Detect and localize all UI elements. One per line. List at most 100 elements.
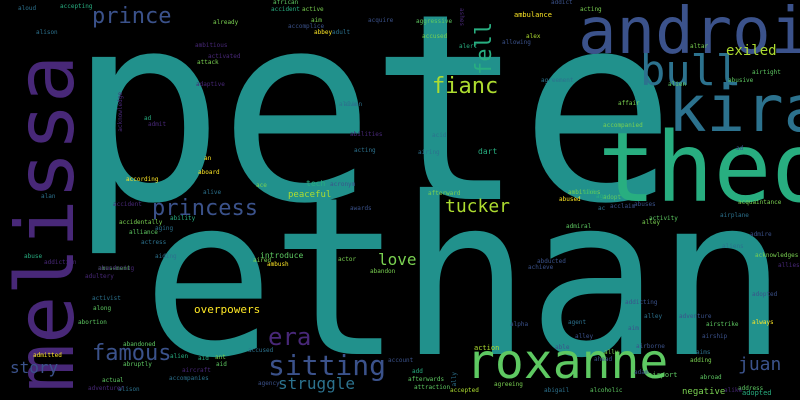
word-allies: allies — [778, 262, 800, 269]
word-alison: alison — [118, 386, 140, 393]
word-amusement: amusement — [98, 265, 131, 272]
word-adaptive: adaptive — [196, 81, 225, 88]
word-achieve: achieve — [528, 264, 554, 271]
word-ad: ad — [144, 115, 152, 122]
word-juan: juan — [738, 354, 782, 375]
word-aid-2: aid — [216, 361, 227, 368]
word-accidentally: accidentally — [119, 219, 163, 226]
word-already: already — [213, 19, 239, 26]
word-airtight: airtight — [752, 69, 781, 76]
word-an: an — [204, 155, 212, 162]
word-ace: ace — [256, 182, 267, 189]
word-addicting: addicting — [625, 299, 658, 306]
word-ashes: ashes — [458, 8, 465, 27]
word-acting: acting — [580, 6, 602, 13]
word-adopted-2: adopted — [752, 291, 778, 298]
word-ahead: ahead — [594, 356, 613, 363]
word-abandon: abandon — [370, 268, 396, 275]
word-agent: agent — [568, 319, 587, 326]
word-address: address — [738, 385, 764, 392]
word-adventurer: adventurer — [88, 385, 125, 392]
word-activity: activity — [649, 215, 678, 222]
word-aid: aid — [198, 355, 209, 362]
word-fell: fell — [472, 22, 497, 75]
word-acknowledge: acknowledge — [117, 92, 124, 132]
word-fianc: fianc — [432, 74, 499, 99]
word-abilities: abilities — [350, 131, 383, 138]
word-agency: agency — [258, 380, 280, 387]
word-alien-3: alien — [344, 101, 363, 108]
word-agreement: agreement — [541, 77, 574, 84]
word-story: story — [10, 358, 59, 377]
word-aboard: aboard — [198, 169, 220, 176]
word-accepting: accepting — [60, 3, 93, 10]
word-abandoned: abandoned — [123, 341, 156, 348]
word-able: able — [555, 344, 570, 351]
word-aggressive: aggressive — [416, 18, 453, 25]
word-abducted: abducted — [537, 258, 566, 265]
word-account: account — [388, 357, 414, 364]
word-airstrike: airstrike — [706, 321, 739, 328]
word-alley-3: alley — [644, 313, 663, 320]
word-aims: aims — [696, 349, 711, 356]
word-acquaintance: acquaintance — [738, 199, 782, 206]
word-princess: princess — [152, 196, 258, 221]
word-ability: ability — [170, 215, 196, 222]
word-attraction: attraction — [414, 384, 451, 391]
word-accomplice: accomplice — [288, 23, 325, 30]
word-aloud: aloud — [18, 5, 37, 12]
word-alpha: alpha — [510, 321, 529, 328]
word-ally-2: ally — [451, 372, 458, 387]
word-aiding: aiding — [155, 253, 177, 260]
word-ambulance: ambulance — [514, 11, 552, 19]
word-alex: alex — [526, 33, 541, 40]
word-addict: addict — [551, 0, 573, 6]
word-accepted: accepted — [450, 387, 479, 394]
word-altar: altar — [690, 43, 709, 50]
word-airship: airship — [702, 333, 728, 340]
word-addiction: addiction — [44, 259, 77, 266]
word-agreeing: agreeing — [494, 381, 523, 388]
word-abandoning: abandoning — [98, 265, 135, 272]
word-aging: aging — [155, 225, 174, 232]
word-aliens: aliens — [722, 243, 744, 250]
word-action: action — [474, 344, 500, 352]
word-bull: bull — [640, 46, 742, 95]
word-kira: kira — [668, 73, 800, 147]
word-alien: alien — [170, 353, 189, 360]
word-accident-2: accident — [113, 201, 142, 208]
word-adopt: adopt — [603, 194, 622, 201]
word-roxanne: roxanne — [466, 334, 669, 390]
word-accused-2: accused — [248, 347, 274, 354]
word-abusive: abusive — [728, 77, 754, 84]
word-airport: airport — [648, 371, 678, 379]
word-acid: acid — [432, 132, 447, 139]
word-peaceful: peaceful — [288, 190, 332, 200]
word-adds: adds — [583, 189, 598, 196]
word-alive: alive — [203, 189, 222, 196]
word-attack: attack — [197, 59, 219, 66]
word-famous: famous — [92, 341, 172, 366]
word-airplane: airplane — [720, 212, 749, 219]
word-african: african — [273, 0, 299, 6]
word-abortion: abortion — [78, 319, 107, 326]
word-accused: accused — [422, 33, 448, 40]
word-abuse: abuse — [24, 253, 43, 260]
word-accompanied: accompanied — [603, 122, 643, 129]
word-according: according — [126, 176, 159, 183]
word-actress: actress — [141, 239, 167, 246]
word-ago: ago — [596, 193, 607, 200]
word-alliance: alliance — [129, 229, 158, 236]
word-struggle: struggle — [278, 374, 356, 393]
word-acting-2: acting — [354, 147, 376, 154]
word-awards: awards — [350, 205, 372, 212]
word-alive-2: alive — [339, 101, 358, 108]
word-ad-2: ad — [736, 145, 744, 152]
word-abused: abused — [559, 196, 581, 203]
word-allowing: allowing — [502, 39, 531, 46]
word-alley: alley — [642, 219, 661, 226]
word-theo: theo — [598, 112, 800, 224]
word-sitting: sitting — [268, 349, 387, 382]
word-ant: ant — [215, 354, 226, 361]
